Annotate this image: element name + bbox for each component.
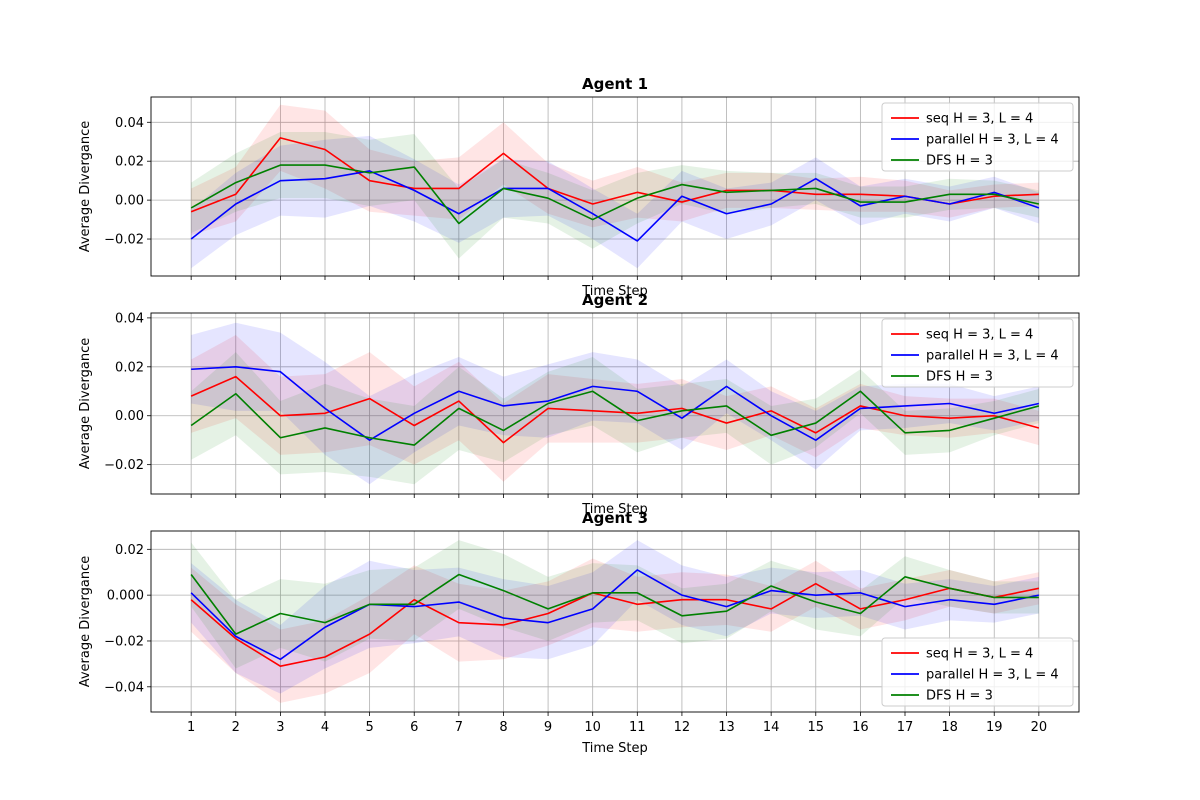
legend-box (881, 637, 1074, 707)
x-tick-label: 11 (629, 720, 646, 735)
x-tick-label: 6 (410, 720, 418, 735)
y-tick-label: −0.02 (104, 233, 144, 248)
legend: seq H = 3, L = 4 parallel H = 3, L = 4 DFS… (881, 318, 1074, 388)
plot-area (190, 104, 1040, 269)
legend: seq H = 3, L = 4 parallel H = 3, L = 4 DFS… (881, 102, 1074, 172)
series-band-1 (191, 335, 1039, 482)
legend-box (881, 102, 1074, 172)
series-band-3 (191, 352, 1039, 485)
x-tick-label: 9 (544, 720, 552, 735)
x-tick-label: 14 (763, 720, 780, 735)
series-line-2 (190, 569, 1040, 661)
x-tick-label: 20 (1031, 720, 1048, 735)
y-tick-label: 0.000 (107, 589, 144, 604)
series-line-1 (190, 137, 1039, 213)
y-tick-label: 0.02 (115, 360, 144, 375)
x-tick-label: 18 (941, 720, 958, 735)
x-tick-label: 19 (986, 720, 1003, 735)
legend-label-2: parallel H = 3, L = 4 (926, 349, 1059, 364)
y-tick-label: 0.02 (115, 543, 144, 558)
x-tick-label: 15 (807, 720, 824, 735)
x-tick-label: 13 (718, 720, 735, 735)
legend-label-2: parallel H = 3, L = 4 (926, 668, 1059, 683)
x-tick-label: 7 (455, 720, 463, 735)
x-tick-label: 12 (674, 720, 691, 735)
y-axis-label: Average Divergance (78, 121, 93, 253)
y-tick-label: 0.04 (115, 116, 144, 131)
plot-area (190, 322, 1040, 485)
series-band-3 (191, 540, 1039, 669)
plot-area (190, 540, 1040, 703)
series-line-2 (191, 366, 1040, 441)
axes-frame (150, 312, 1080, 495)
series-line-2 (190, 170, 1040, 242)
y-tick-label: 0.00 (115, 409, 144, 424)
axes-frame (150, 530, 1080, 713)
x-tick-label: 8 (499, 720, 507, 735)
x-axis-label: Time Step (581, 741, 648, 756)
x-tick-label: 1 (187, 720, 195, 735)
y-tick-label: −0.02 (104, 634, 144, 649)
legend-box (881, 318, 1074, 388)
series-line-1 (190, 375, 1040, 444)
y-axis-label: Average Divergance (78, 556, 93, 688)
y-tick-label: 0.02 (115, 155, 144, 170)
y-tick-label: −0.02 (104, 458, 144, 473)
legend-label-3: DFS H = 3 (926, 689, 993, 704)
y-tick-label: −0.04 (104, 680, 144, 695)
series-line-3 (190, 390, 1040, 446)
x-tick-label: 3 (276, 720, 284, 735)
subplot-agent-1: −0.02 0.00 0.02 0.04 Agent 1 Time Step Average… (78, 75, 1080, 299)
series-line-3 (190, 573, 1039, 635)
legend-label-1: seq H = 3, L = 4 (926, 328, 1033, 343)
series-line-3 (190, 164, 1040, 225)
y-tick-label: 0.04 (115, 311, 144, 326)
series-band-3 (191, 132, 1039, 259)
subplot-title: Agent 1 (582, 75, 648, 93)
legend: seq H = 3, L = 4 parallel H = 3, L = 4 DFS… (881, 637, 1074, 707)
x-tick-label: 2 (232, 720, 240, 735)
subplot-title: Agent 2 (582, 291, 648, 309)
series-band-2 (191, 540, 1039, 694)
series-band-1 (191, 104, 1039, 236)
x-tick-label: 5 (365, 720, 373, 735)
y-tick-label: 0.00 (115, 194, 144, 209)
legend-label-1: seq H = 3, L = 4 (926, 112, 1033, 127)
x-tick-label: 16 (852, 720, 869, 735)
y-axis-label: Average Divergance (78, 338, 93, 470)
series-line-1 (190, 582, 1040, 667)
x-tick-label: 10 (584, 720, 601, 735)
subplot-title: Agent 3 (582, 509, 648, 527)
legend-label-2: parallel H = 3, L = 4 (926, 133, 1059, 148)
legend-label-3: DFS H = 3 (926, 370, 993, 385)
subplot-agent-2: −0.02 0.00 0.02 0.04 Agent 2 Time Step Average… (78, 291, 1080, 517)
x-axis-label: Time Step (581, 284, 648, 299)
legend-label-1: seq H = 3, L = 4 (926, 647, 1033, 662)
axes-frame (150, 96, 1080, 277)
grid (151, 313, 1079, 494)
x-tick-label: 4 (321, 720, 329, 735)
legend-label-3: DFS H = 3 (926, 154, 993, 169)
x-tick-label: 17 (897, 720, 914, 735)
x-axis-label: Time Step (581, 502, 648, 517)
subplot-agent-3: 1 2 3 4 5 6 7 8 9 10 11 12 13 14 15 16 17 18 19 20−0.04−0.0… (78, 509, 1080, 756)
